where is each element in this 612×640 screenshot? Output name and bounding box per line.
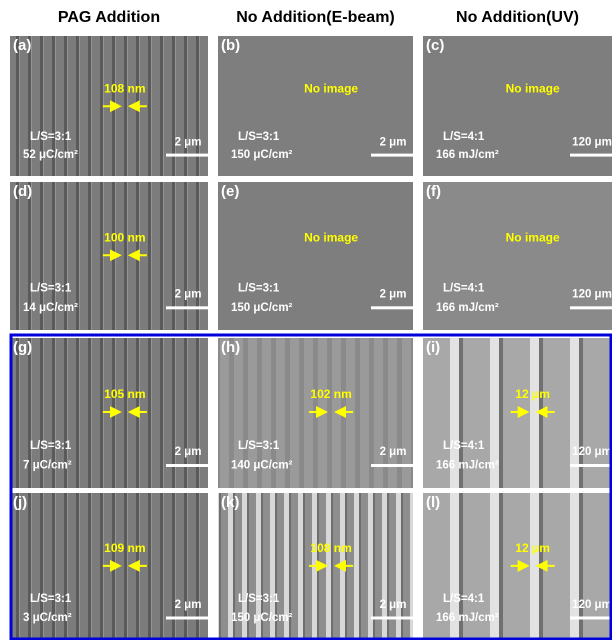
scale-bar	[570, 464, 612, 467]
panel-label: (h)	[221, 339, 240, 356]
ratio: L/S=3:1	[238, 440, 280, 452]
dose: 166 mJ/cm²	[436, 612, 499, 624]
scale-bar	[570, 306, 612, 309]
panel-label: (b)	[221, 37, 240, 54]
ratio: L/S=3:1	[238, 131, 280, 143]
panel-label: (i)	[426, 339, 440, 356]
scale-label: 2 μm	[380, 446, 407, 458]
panel-label: (a)	[13, 37, 31, 54]
ratio: L/S=3:1	[30, 593, 72, 605]
dose: 166 mJ/cm²	[436, 460, 499, 472]
dose: 166 mJ/cm²	[436, 149, 499, 161]
column-header: PAG Addition	[58, 9, 160, 26]
ratio: L/S=4:1	[443, 593, 485, 605]
ratio: L/S=4:1	[443, 440, 485, 452]
dose: 150 μC/cm²	[231, 302, 293, 314]
annotation: 100 nm	[104, 230, 145, 244]
dose: 3 μC/cm²	[23, 612, 72, 624]
panel-label: (d)	[13, 183, 32, 200]
scale-label: 2 μm	[175, 289, 202, 301]
annotation: No image	[304, 230, 358, 244]
annotation: No image	[304, 81, 358, 95]
annotation: 105 nm	[104, 387, 145, 401]
ratio: L/S=3:1	[238, 593, 280, 605]
panel-label: (k)	[221, 494, 239, 511]
dose: 166 mJ/cm²	[436, 302, 499, 314]
ratio: L/S=3:1	[238, 283, 280, 295]
dose: 7 μC/cm²	[23, 460, 72, 472]
annotation: No image	[506, 81, 560, 95]
scale-bar	[166, 464, 208, 467]
column-header: No Addition(E-beam)	[236, 9, 395, 26]
annotation: 12 μm	[515, 387, 550, 401]
annotation: No image	[506, 230, 560, 244]
annotation: 102 nm	[310, 387, 351, 401]
panel-label: (j)	[13, 494, 27, 511]
scale-bar	[166, 154, 208, 157]
scale-label: 2 μm	[380, 599, 407, 611]
ratio: L/S=4:1	[443, 131, 485, 143]
dose: 150 μC/cm²	[231, 149, 293, 161]
scale-bar	[166, 306, 208, 309]
figure: PAG Addition No Addition(E-beam) No Additi…	[0, 0, 612, 640]
annotation: 109 nm	[104, 541, 145, 555]
scale-label: 2 μm	[175, 136, 202, 148]
annotation: 108 nm	[104, 81, 145, 95]
annotation: 12 μm	[515, 541, 550, 555]
column-header: No Addition(UV)	[456, 9, 579, 26]
ratio: L/S=3:1	[30, 283, 72, 295]
scale-bar	[371, 464, 413, 467]
scale-label: 2 μm	[175, 446, 202, 458]
panel-label: (e)	[221, 183, 239, 200]
dose: 150 μC/cm²	[231, 612, 293, 624]
scale-label: 120 μm	[572, 289, 612, 301]
scale-bar	[570, 616, 612, 619]
ratio: L/S=3:1	[30, 440, 72, 452]
scale-label: 2 μm	[175, 599, 202, 611]
scale-bar	[166, 616, 208, 619]
dose: 14 μC/cm²	[23, 302, 78, 314]
scale-label: 2 μm	[380, 136, 407, 148]
scale-bar	[371, 306, 413, 309]
scale-label: 2 μm	[380, 289, 407, 301]
scale-label: 120 μm	[572, 446, 612, 458]
panel-label: (g)	[13, 339, 32, 356]
scale-bar	[371, 154, 413, 157]
scale-bar	[371, 616, 413, 619]
ratio: L/S=4:1	[443, 283, 485, 295]
dose: 140 μC/cm²	[231, 460, 293, 472]
annotation: 108 nm	[310, 541, 351, 555]
panel-label: (f)	[426, 183, 441, 200]
panel-label: (l)	[426, 494, 440, 511]
scale-bar	[570, 154, 612, 157]
panel-label: (c)	[426, 37, 444, 54]
ratio: L/S=3:1	[30, 131, 72, 143]
scale-label: 120 μm	[572, 599, 612, 611]
scale-label: 120 μm	[572, 136, 612, 148]
dose: 52 μC/cm²	[23, 149, 78, 161]
